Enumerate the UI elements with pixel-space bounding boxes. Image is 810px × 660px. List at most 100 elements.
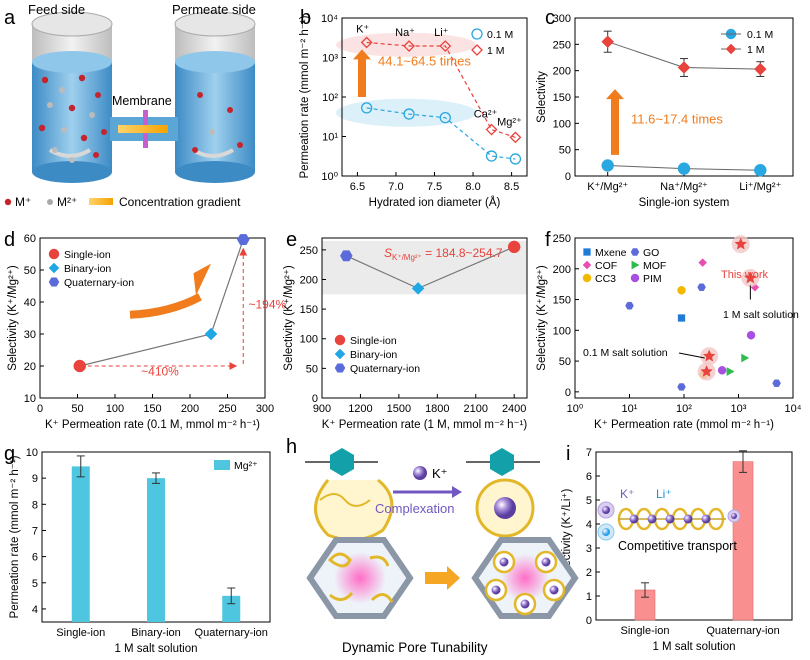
legend-label: Mxene — [595, 247, 627, 259]
complexation-label: Complexation — [375, 501, 455, 516]
y-tick-label: 50 — [559, 145, 571, 157]
panel-f-chart: f 0 50 100 150 200 250 10⁰ 10¹ 10² 10³ 10⁴ Mxene GO CO… — [536, 229, 802, 431]
legend-marker — [582, 260, 592, 270]
panel-c-chart: c 0 50 100 150 200 250 300 K⁺/Mg²⁺ Na⁺/Mg²⁺ Li⁺/Mg… — [536, 7, 794, 209]
pore-after-icon — [471, 537, 579, 619]
data-point — [361, 102, 373, 114]
bar — [147, 478, 165, 622]
legend-marker — [48, 277, 60, 287]
x-tick-label: Binary-ion — [131, 627, 181, 639]
y-tick-label: 10 — [24, 393, 36, 405]
y-tick-label: 40 — [24, 297, 36, 309]
y-tick-label: 10⁰ — [321, 171, 338, 183]
y-tick-label: 9 — [32, 473, 38, 485]
data-point-cof — [698, 258, 708, 267]
panel-e-chart: e 0 50 100 150 200 250 900 1200 1500 1800 2100 2400 S… — [283, 229, 528, 431]
legend-marker — [630, 273, 640, 283]
y-tick-label: 10² — [322, 92, 338, 104]
x-axis-label: 1 M salt solution — [114, 643, 197, 655]
x-axis-label: Single-ion system — [639, 197, 730, 209]
highlight-01m — [335, 98, 476, 127]
m-2plus-marker — [47, 199, 53, 205]
legend-label: 0.1 M — [747, 29, 773, 41]
bar — [71, 466, 90, 622]
data-point-mxene — [677, 314, 686, 322]
x-tick-label: 10³ — [731, 403, 747, 415]
y-tick-label: 100 — [553, 325, 571, 337]
legend-label: 1 M — [487, 45, 505, 57]
data-point-go — [625, 301, 634, 310]
x-axis-label: K⁺ Permeation rate (0.1 M, mmol m⁻² h⁻¹) — [45, 419, 260, 431]
panel-i-chart: i 0 1 2 3 4 5 6 7 Single-ion Quaternary-ion K⁺ Li⁺ Co… — [561, 443, 793, 653]
m-2plus-label: M²⁺ — [57, 195, 77, 209]
legend-marker — [725, 43, 737, 55]
li-ion-icon — [602, 528, 610, 536]
pore-before-icon — [306, 537, 414, 619]
salt-1m-label: 1 M salt solution — [723, 309, 799, 321]
data-point-mof — [726, 367, 735, 376]
x-tick-label: 1500 — [387, 403, 411, 415]
annotation-symbol: S — [384, 246, 392, 260]
k-ion-icon — [413, 466, 427, 480]
legend-marker — [630, 248, 640, 256]
x-tick-label: Single-ion — [621, 625, 670, 637]
data-point-binary-ion — [411, 282, 425, 295]
y-tick-label: 10³ — [322, 53, 338, 65]
ion-label: Ca²⁺ — [474, 109, 498, 121]
y-tick-label: 7 — [32, 525, 38, 537]
x-tick-label: 200 — [181, 403, 199, 415]
salt-01m-pointer — [678, 352, 705, 359]
panel-a: a — [4, 2, 256, 209]
data-point-mof — [741, 353, 750, 363]
increase-arrow — [606, 89, 624, 155]
this-work-point — [702, 349, 716, 362]
feed-side-label: Feed side — [28, 2, 85, 17]
legend-marker — [334, 348, 346, 360]
annotation-subscript: K⁺/Mg²⁺ — [392, 253, 422, 262]
y-tick-label: 0 — [586, 615, 592, 627]
panel-g-chart: g 4 5 6 7 8 9 10 Single-ion Binary-ion Quaternary-… — [4, 443, 271, 655]
inset-k-label: K⁺ — [620, 487, 634, 501]
selectivity-annotation: SK⁺/Mg²⁺ = 184.8~254.7 — [384, 246, 503, 262]
plot-frame — [321, 237, 528, 399]
x-tick-label: 50 — [71, 403, 83, 415]
y-tick-label: 150 — [553, 92, 571, 104]
x-tick-label: 10¹ — [622, 403, 638, 415]
panel-h-label: h — [286, 436, 297, 458]
k-ion-label: K⁺ — [432, 466, 448, 481]
legend-marker — [48, 248, 60, 260]
y-tick-label: 300 — [553, 13, 571, 25]
data-point-quaternary-ion — [237, 234, 250, 246]
y-tick-label: 3 — [586, 543, 592, 555]
bar — [222, 595, 241, 622]
this-work-point — [700, 364, 713, 377]
y-tick-label: 7 — [586, 447, 592, 459]
this-work-label: This work — [721, 269, 769, 281]
data-point-go — [677, 383, 686, 391]
x-tick-label: Na⁺/Mg²⁺ — [660, 181, 708, 193]
y-tick-label: 6 — [586, 471, 592, 483]
y-tick-label: 60 — [24, 233, 36, 245]
data-point — [601, 35, 615, 49]
legend-marker — [631, 260, 640, 270]
panel-label: b — [300, 7, 311, 29]
y-tick-label: 10¹ — [322, 132, 338, 144]
x-tick-label: 7.0 — [388, 181, 403, 193]
permeate-tank — [174, 11, 256, 183]
data-point-pim — [746, 330, 756, 340]
k-ion-icon — [602, 506, 610, 514]
y-tick-label: 100 — [553, 118, 571, 130]
legend-label: COF — [595, 260, 617, 272]
legend-label: PIM — [643, 273, 662, 285]
data-point-go — [697, 283, 706, 291]
legend-marker — [471, 44, 483, 56]
panel-label: g — [4, 443, 15, 465]
y-tick-label: 1 — [586, 591, 592, 603]
x-tick-label: 100 — [106, 403, 124, 415]
y-tick-label: 200 — [553, 264, 571, 276]
legend-label: Mg²⁺ — [234, 460, 258, 472]
panel-h: h K⁺ Complexation — [286, 436, 579, 655]
x-tick-label: 2100 — [464, 403, 488, 415]
y-tick-label: 10 — [26, 447, 38, 459]
